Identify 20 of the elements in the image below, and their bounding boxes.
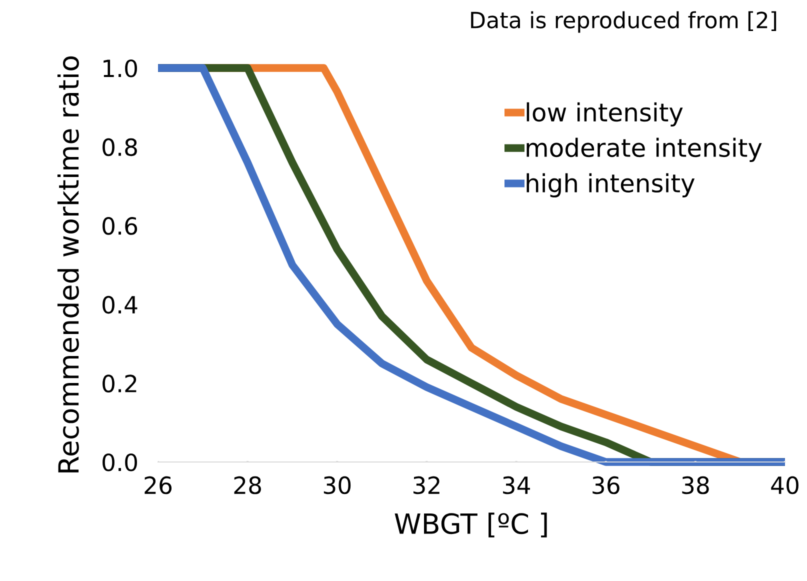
y-axis-title: Recommended worktime ratio <box>57 56 79 472</box>
x-tick-label: 30 <box>324 476 351 494</box>
y-tick-label: 0.2 <box>102 374 136 393</box>
x-tick-label: 40 <box>771 476 798 494</box>
y-tick-label: 0.0 <box>102 453 137 472</box>
x-tick-label: 32 <box>413 476 440 494</box>
legend-label: moderate intensity <box>526 138 762 162</box>
x-tick-label: 36 <box>592 476 620 494</box>
y-tick-label: 1.0 <box>104 59 137 78</box>
y-tick-label: 0.6 <box>102 217 138 235</box>
x-axis-title: WBGT [ºC ] <box>394 512 547 538</box>
x-tick-label: 28 <box>234 476 261 494</box>
x-tick-label: 38 <box>682 476 709 494</box>
x-tick-label: 34 <box>503 476 530 494</box>
legend-label: low intensity <box>526 102 683 127</box>
legend-label: high intensity <box>526 173 695 198</box>
y-tick-label: 0.4 <box>102 296 138 314</box>
y-tick-label: 0.8 <box>102 138 137 156</box>
text: Data is reproduced from [2] <box>471 11 776 33</box>
x-tick-label: 26 <box>144 476 172 494</box>
